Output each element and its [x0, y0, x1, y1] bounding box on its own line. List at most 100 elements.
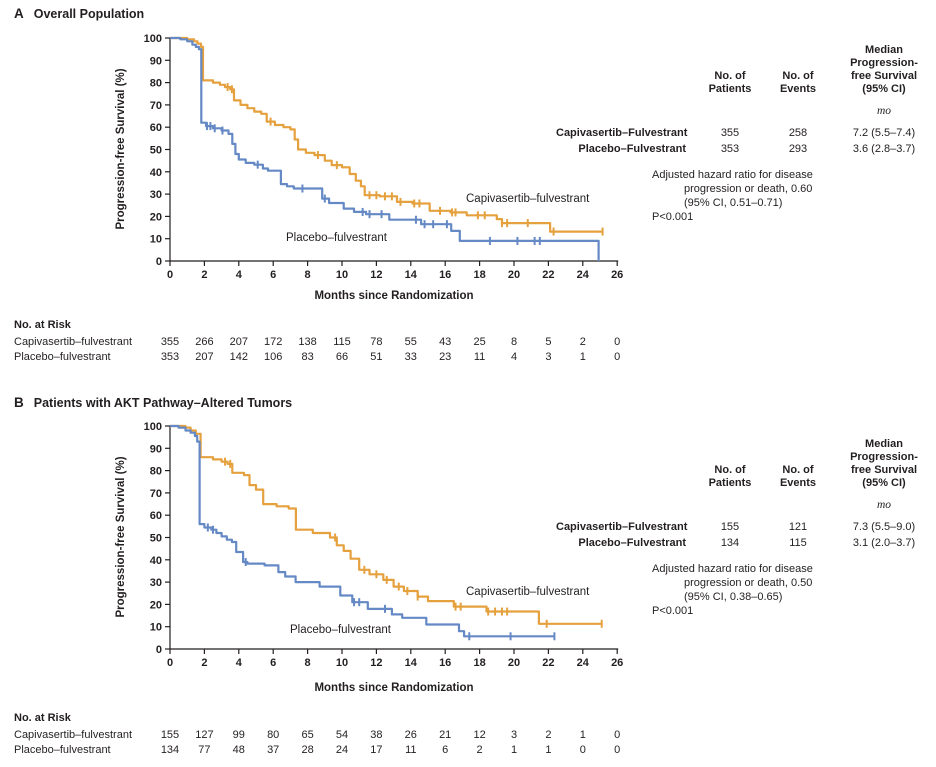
y-tick-label: 60 [150, 122, 162, 134]
x-tick-label: 0 [167, 657, 173, 669]
risk-count: 77 [198, 744, 211, 756]
risk-count: 2 [579, 336, 586, 348]
y-tick-label: 60 [150, 510, 162, 522]
risk-count: 353 [160, 351, 180, 363]
risk-count: 3 [545, 351, 552, 363]
x-tick-label: 6 [270, 269, 276, 281]
stats-row-placebo-label: Placebo–Fulvestrant [578, 537, 686, 549]
risk-count: 33 [404, 351, 417, 363]
risk-count: 99 [232, 729, 245, 741]
risk-count: 106 [264, 351, 283, 363]
y-tick-label: 10 [150, 622, 162, 634]
y-tick-label: 10 [150, 234, 162, 246]
risk-count: 43 [439, 336, 452, 348]
risk-count: 83 [301, 351, 314, 363]
y-tick-label: 20 [150, 599, 162, 611]
y-tick-label: 0 [156, 644, 162, 656]
risk-count: 0 [614, 336, 621, 348]
x-tick-label: 18 [473, 657, 485, 669]
risk-count: 1 [579, 729, 586, 741]
placebo-median: 3.6 (2.8–3.7) [852, 143, 916, 155]
x-tick-label: 6 [270, 657, 276, 669]
x-tick-label: 16 [439, 269, 451, 281]
km-curve-placebo [170, 424, 555, 638]
y-tick-label: 80 [150, 466, 162, 478]
panel-b-title: B Patients with AKT Pathway–Altered Tumor… [14, 395, 292, 410]
y-tick-label: 50 [150, 533, 162, 545]
panel-b-x-axis-label: Months since Randomization [314, 682, 474, 694]
x-tick-label: 4 [236, 269, 243, 281]
risk-count: 0 [614, 744, 621, 756]
capivasertib-events: 121 [788, 521, 808, 533]
p-value: P<0.001 [652, 605, 694, 617]
stats-row-capivasertib-label: Capivasertib–Fulvestrant [556, 521, 688, 533]
y-tick-label: 0 [156, 256, 162, 268]
p-value: P<0.001 [652, 211, 694, 223]
risk-count: 155 [160, 729, 180, 741]
risk-count: 26 [404, 729, 417, 741]
y-tick-label: 80 [150, 78, 162, 90]
x-tick-label: 8 [305, 269, 311, 281]
risk-count: 127 [195, 729, 214, 741]
risk-count: 12 [473, 729, 486, 741]
axes [169, 426, 619, 650]
risk-row-label: Placebo–fulvestrant [14, 744, 111, 756]
x-tick-label: 16 [439, 657, 451, 669]
panel-b-stats-block: No. of Patients No. of Events Median Pro… [556, 428, 936, 617]
panel-b-placebo-curve-label: Placebo–fulvestrant [290, 624, 392, 636]
panel-b-no-at-risk-title: No. at Risk [14, 712, 71, 724]
risk-count: 266 [195, 336, 214, 348]
risk-count: 138 [298, 336, 317, 348]
x-tick-label: 22 [542, 269, 554, 281]
risk-count: 54 [335, 729, 349, 741]
risk-row-label: Capivasertib–fulvestrant [14, 729, 133, 741]
capivasertib-median: 7.3 (5.5–9.0) [852, 521, 916, 533]
km-curve-placebo [170, 36, 600, 261]
hazard-line-3: (95% CI, 0.51–0.71) [684, 197, 783, 209]
x-tick-label: 4 [236, 657, 243, 669]
y-tick-label: 100 [144, 33, 162, 45]
placebo-events: 293 [788, 143, 808, 155]
risk-count: 78 [370, 336, 383, 348]
hazard-line-1: Adjusted hazard ratio for disease [652, 563, 813, 575]
risk-row-label: Capivasertib–fulvestrant [14, 336, 133, 348]
risk-count: 5 [545, 336, 552, 348]
x-tick-label: 2 [201, 657, 207, 669]
panel-a-y-axis-label: Progression-free Survival (%) [115, 68, 127, 230]
risk-count: 6 [442, 744, 449, 756]
risk-row: Placebo–fulvestrant 353 207 142 106 83 66 51 33… [0, 351, 936, 365]
panel-b-stats-table: No. of Patients No. of Events Median Pro… [556, 428, 936, 552]
y-tick-label: 40 [150, 555, 162, 567]
x-tick-label: 12 [370, 657, 382, 669]
risk-count: 1 [510, 744, 518, 756]
panel-b-y-axis-label: Progression-free Survival (%) [115, 456, 127, 618]
x-tick-label: 26 [611, 657, 623, 669]
risk-count: 65 [301, 729, 314, 741]
capivasertib-events: 258 [788, 127, 808, 139]
risk-count: 66 [335, 351, 349, 363]
x-tick-label: 20 [508, 657, 520, 669]
panel-b-title-text: Patients with AKT Pathway–Altered Tumors [33, 396, 293, 410]
hazard-line-2: progression or death, 0.50 [684, 577, 813, 589]
panel-a-stats-table: No. of Patients No. of Events Median Pro… [556, 34, 936, 158]
risk-count: 207 [229, 336, 248, 348]
panel-a-capivasertib-curve-label: Capivasertib–fulvestrant [466, 193, 590, 205]
x-tick-label: 22 [542, 657, 554, 669]
col-header-events: No. of Events [779, 464, 817, 489]
x-tick-label: 8 [305, 657, 311, 669]
col-header-patients: No. of Patients [708, 464, 752, 489]
risk-count: 11 [405, 744, 417, 756]
risk-count: 8 [510, 336, 518, 348]
km-panel-B-plot: 0 2 4 6 8 10 12 14 16 18 20 22 24 2601020304050607080… [144, 421, 624, 669]
hazard-line-1: Adjusted hazard ratio for disease [652, 169, 813, 181]
x-tick-label: 18 [473, 269, 485, 281]
risk-count: 48 [232, 744, 245, 756]
risk-count: 4 [510, 351, 518, 363]
km-curve-capivasertib [170, 36, 603, 233]
risk-count: 25 [473, 336, 486, 348]
risk-count: 17 [370, 744, 383, 756]
risk-count: 3 [510, 729, 518, 741]
x-tick-label: 26 [611, 269, 623, 281]
